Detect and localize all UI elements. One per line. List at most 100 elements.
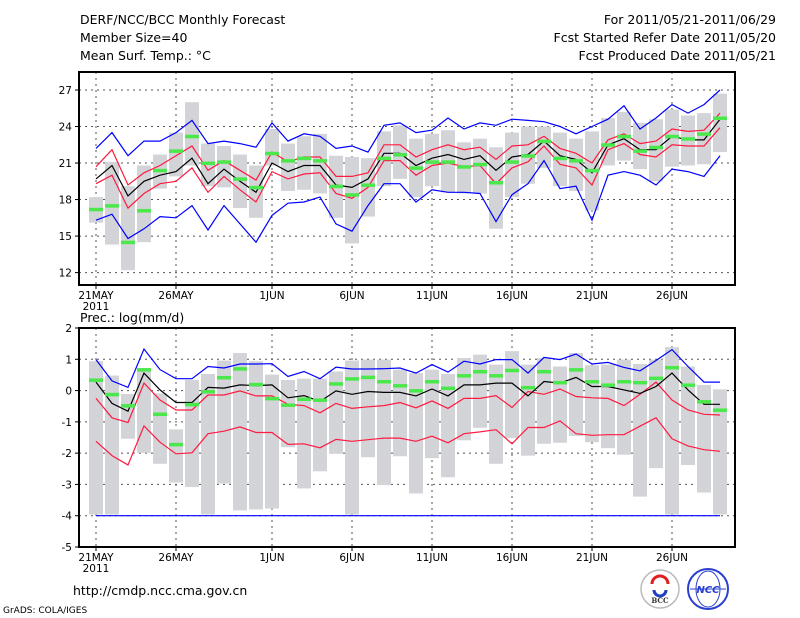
start-date: Fcst Started Refer Date 2011/05/20: [554, 30, 777, 45]
y-tick-label: -3: [62, 479, 72, 491]
marker: [217, 160, 231, 164]
ensemble-range-bar: [713, 93, 727, 153]
marker: [345, 377, 359, 381]
marker: [521, 154, 535, 158]
marker: [281, 403, 295, 407]
ensemble-range-bar: [89, 361, 103, 515]
marker: [585, 168, 599, 173]
marker: [105, 392, 119, 397]
marker: [121, 404, 135, 408]
x-tick-label: 1JUN: [259, 552, 284, 564]
ensemble-range-bar: [617, 359, 631, 455]
marker: [713, 116, 727, 121]
source-url[interactable]: http://cmdp.ncc.cma.gov.cn: [73, 583, 247, 598]
marker: [89, 378, 103, 382]
ensemble-range-bar: [297, 378, 311, 489]
marker: [137, 209, 151, 213]
ensemble-range-bar: [361, 359, 375, 458]
marker: [265, 151, 279, 156]
marker: [601, 383, 615, 387]
x-tick-label: 11JUN: [416, 552, 448, 564]
ensemble-range-bar: [265, 128, 279, 166]
marker: [281, 159, 295, 163]
ensemble-range-bar: [425, 369, 439, 459]
marker: [633, 380, 647, 385]
y-tick-label: 15: [59, 231, 72, 243]
marker: [665, 134, 679, 139]
marker: [169, 149, 183, 153]
marker: [505, 160, 519, 164]
x-tick-label: 16JUN: [496, 552, 528, 564]
ensemble-range-bar: [409, 373, 423, 494]
marker: [313, 398, 327, 402]
marker: [137, 368, 151, 372]
ensemble-range-bar: [537, 358, 551, 444]
grads-credit: GrADS: COLA/IGES: [3, 606, 87, 616]
ensemble-range-bar: [585, 365, 599, 443]
marker: [201, 161, 215, 166]
x-tick-label: 21MAY: [78, 290, 114, 302]
marker: [329, 184, 343, 189]
ensemble-range-bar: [169, 132, 183, 177]
marker: [441, 160, 455, 164]
x-tick-label: 26JUN: [656, 552, 688, 564]
plot-frame: [78, 327, 736, 548]
ensemble-range-bar: [441, 373, 455, 478]
y-tick-label: 2: [65, 323, 72, 335]
ensemble-range-bar: [553, 366, 567, 443]
marker: [697, 400, 711, 404]
y-tick-label: 27: [59, 85, 72, 97]
x-tick-label: 21MAY: [78, 552, 114, 564]
x-tick-label: 1JUN: [259, 290, 284, 302]
marker: [409, 389, 423, 393]
marker: [633, 149, 647, 153]
ensemble-range-bar: [217, 360, 231, 484]
ensemble-range-bar: [633, 122, 647, 170]
marker: [121, 240, 135, 245]
marker: [585, 379, 599, 384]
x-tick-label: 11JUN: [416, 290, 448, 302]
marker: [313, 159, 327, 163]
x-tick-label: 26JUN: [656, 290, 688, 302]
marker: [569, 368, 583, 372]
y-tick-label: 24: [59, 122, 73, 134]
marker: [425, 379, 439, 384]
x-tick-label: 6JUN: [339, 552, 364, 564]
temperature-chart: 12 15 18 21 24 27 21MAY 26MAY 1JUN 6JUN 11JUN 16JUN…: [59, 71, 736, 313]
ensemble-range-bar: [537, 126, 551, 168]
ensemble-range-bar: [201, 373, 215, 515]
ensemble-range-bar: [697, 113, 711, 165]
marker: [105, 204, 119, 208]
ensemble-range-bar: [153, 393, 167, 464]
ensemble-range-bar: [185, 102, 199, 166]
ensemble-range-bar: [377, 359, 391, 486]
marker: [329, 382, 343, 386]
x-tick-label: 26MAY: [158, 552, 194, 564]
marker: [233, 177, 247, 181]
marker: [553, 380, 567, 385]
marker: [201, 390, 215, 394]
marker: [537, 139, 551, 144]
ensemble-range-bar: [313, 378, 327, 472]
ncc-logo-text: NCC: [696, 585, 720, 596]
marker: [441, 386, 455, 391]
x-tick-label: 6JUN: [339, 290, 364, 302]
precipitation-chart: -5 -4 -3 -2 -1 0 1 2 21MAY 26MAY 1JUN 6JUN 11JUN 16JU…: [62, 323, 736, 575]
ensemble-range-bar: [393, 369, 407, 457]
ensemble-range-bar: [345, 360, 359, 515]
precip-label: Prec.: log(mm/d): [80, 310, 184, 325]
marker: [249, 185, 263, 190]
ensemble-range-bar: [297, 136, 311, 190]
marker: [297, 156, 311, 161]
ensemble-range-bar: [473, 354, 487, 428]
ensemble-range-bar: [713, 389, 727, 515]
marker: [217, 375, 231, 380]
y-tick-label: -2: [62, 448, 72, 460]
marker: [153, 412, 167, 417]
marker: [393, 153, 407, 157]
marker: [409, 166, 423, 170]
ensemble-range-bar: [489, 364, 503, 464]
marker: [649, 376, 663, 381]
ensemble-range-bar: [601, 364, 615, 449]
figure-title: DERF/NCC/BCC Monthly Forecast: [80, 12, 285, 27]
